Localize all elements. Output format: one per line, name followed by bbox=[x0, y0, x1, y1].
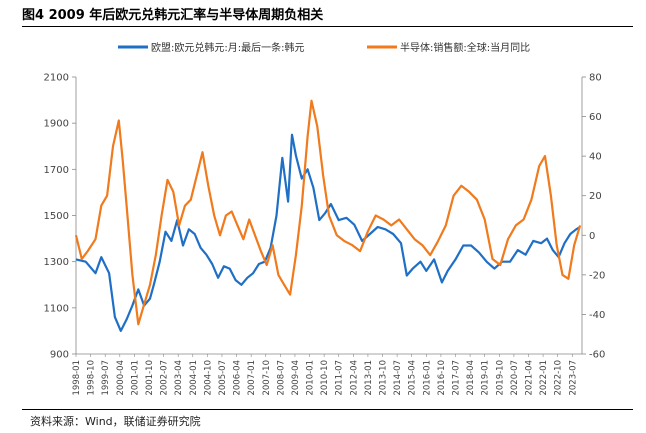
x-tick-label: 1998-01 bbox=[72, 360, 82, 396]
x-tick-label: 2007-10 bbox=[262, 360, 272, 396]
x-tick-label: 2009-04 bbox=[291, 360, 301, 396]
right-tick-label: 20 bbox=[589, 191, 602, 202]
left-tick-label: 1300 bbox=[44, 257, 69, 268]
x-tick-label: 2022-10 bbox=[554, 360, 564, 396]
right-tick-label: 40 bbox=[589, 152, 602, 163]
left-tick-label: 1100 bbox=[44, 303, 69, 314]
legend: 欧盟:欧元兑韩元:月:最后一条:韩元 半导体:销售额:全球:当月同比 bbox=[118, 41, 530, 54]
right-tick-label: 0 bbox=[589, 231, 595, 242]
right-tick-label: -20 bbox=[589, 270, 605, 281]
series-line-eurkrw bbox=[75, 133, 581, 332]
x-tick-label: 2004-01 bbox=[189, 360, 199, 396]
x-tick-label: 2000-04 bbox=[116, 360, 126, 396]
x-tick-label: 2005-07 bbox=[218, 360, 228, 396]
x-tick-label: 1999-07 bbox=[101, 360, 111, 396]
x-tick-label: 2017-07 bbox=[452, 360, 462, 396]
legend-label-eurkrw: 欧盟:欧元兑韩元:月:最后一条:韩元 bbox=[151, 41, 304, 54]
x-tick-label: 2002-07 bbox=[160, 360, 170, 396]
x-tick-label: 2022-01 bbox=[539, 360, 549, 396]
x-tick-label: 2019-10 bbox=[495, 360, 505, 396]
x-tick-label: 2012-04 bbox=[349, 360, 359, 396]
x-tick-label: 2015-04 bbox=[408, 360, 418, 396]
x-tick-label: 2016-10 bbox=[437, 360, 447, 396]
title-rule bbox=[22, 26, 633, 27]
x-tick-label: 2010-01 bbox=[306, 360, 316, 396]
x-tick-label: 2008-07 bbox=[276, 360, 286, 396]
x-tick-label: 2003-04 bbox=[174, 360, 184, 396]
x-tick-label: 2011-07 bbox=[335, 360, 345, 396]
right-tick-label: 80 bbox=[589, 73, 602, 84]
left-tick-label: 2100 bbox=[44, 73, 69, 84]
x-tick-label: 2010-10 bbox=[320, 360, 330, 396]
x-tick-label: 2004-10 bbox=[203, 360, 213, 396]
x-tick-label: 2013-10 bbox=[379, 360, 389, 396]
series-line-semiconductor bbox=[74, 99, 582, 326]
source-note: 资料来源：Wind，联储证券研究院 bbox=[30, 415, 201, 428]
left-tick-label: 1500 bbox=[44, 211, 69, 222]
x-tick-label: 1998-10 bbox=[87, 360, 97, 396]
left-tick-label: 1900 bbox=[44, 119, 69, 130]
x-tick-label: 2014-07 bbox=[393, 360, 403, 396]
x-tick-label: 2013-01 bbox=[364, 360, 374, 396]
x-tick-label: 2006-04 bbox=[233, 360, 243, 396]
legend-label-semi: 半导体:销售额:全球:当月同比 bbox=[400, 41, 530, 54]
right-tick-label: -60 bbox=[589, 350, 605, 361]
right-tick-label: 60 bbox=[589, 112, 602, 123]
x-tick-label: 2001-10 bbox=[145, 360, 155, 396]
x-tick-label: 2007-01 bbox=[247, 360, 257, 396]
left-tick-label: 900 bbox=[50, 350, 69, 361]
left-tick-label: 1700 bbox=[44, 165, 69, 176]
x-tick-label: 2021-04 bbox=[524, 360, 534, 396]
right-tick-label: -40 bbox=[589, 310, 605, 321]
x-tick-label: 2001-01 bbox=[130, 360, 140, 396]
x-tick-label: 2023-07 bbox=[568, 360, 578, 396]
figure-title: 图4 2009 年后欧元兑韩元汇率与半导体周期负相关 bbox=[22, 8, 324, 23]
x-tick-label: 2016-01 bbox=[422, 360, 432, 396]
x-tick-label: 2020-07 bbox=[510, 360, 520, 396]
x-tick-label: 2019-01 bbox=[481, 360, 491, 396]
x-tick-label: 2018-04 bbox=[466, 360, 476, 396]
source-rule bbox=[22, 409, 633, 410]
